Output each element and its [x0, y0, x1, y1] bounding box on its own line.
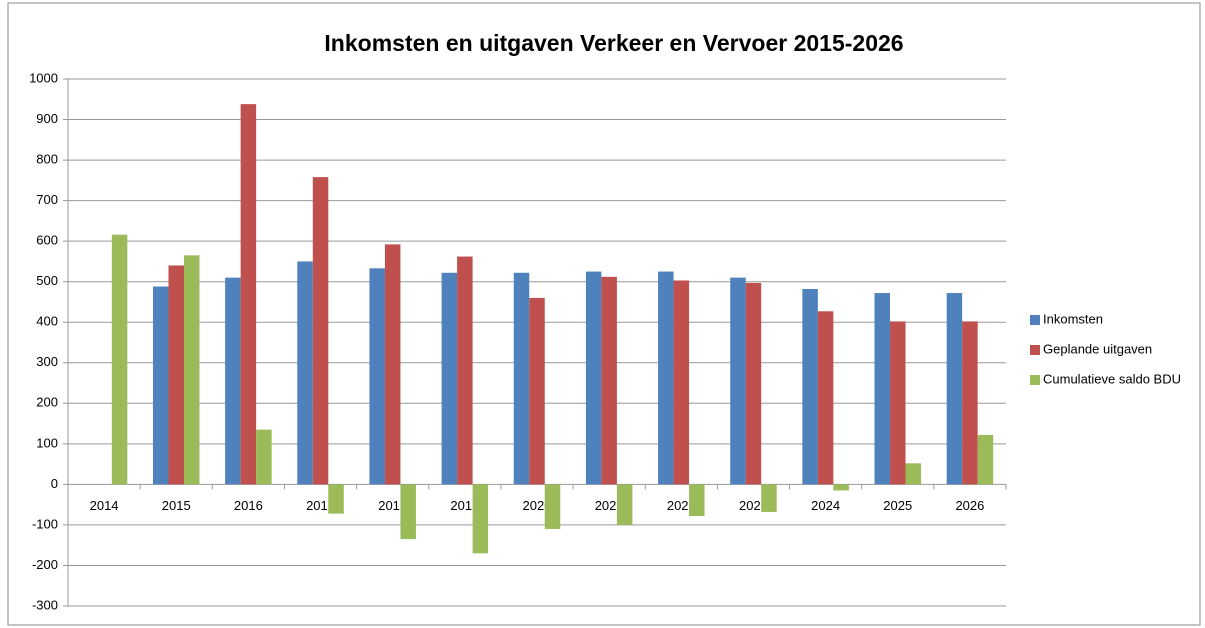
x-tick-label: 2025 [883, 498, 912, 513]
bar [472, 484, 489, 554]
y-tick-label: 800 [36, 152, 58, 167]
bar [817, 311, 834, 485]
x-tick-label: 2016 [234, 498, 263, 513]
bar [152, 286, 169, 485]
bar [457, 256, 473, 485]
legend-label: Geplande uitgaven [1043, 341, 1152, 356]
bar [183, 255, 200, 485]
bar [761, 484, 777, 512]
bar [962, 321, 978, 485]
bar [400, 484, 416, 540]
bar [658, 271, 674, 485]
y-tick-label: 100 [36, 435, 58, 450]
y-tick-label: -100 [32, 516, 58, 531]
y-tick-label: 600 [36, 233, 58, 248]
y-tick-label: 900 [36, 111, 58, 126]
legend-label: Cumulatieve saldo BDU [1043, 371, 1181, 386]
y-tick-label: 500 [36, 273, 58, 288]
x-tick-label: 2019 [450, 498, 479, 513]
bar [529, 297, 545, 485]
bar [513, 272, 530, 485]
bar [874, 293, 891, 485]
bar [225, 277, 241, 485]
y-tick-label: 0 [51, 476, 58, 491]
x-tick-label: 2014 [90, 498, 119, 513]
bar [256, 429, 272, 485]
bar [240, 104, 257, 485]
y-tick-label: 300 [36, 354, 58, 369]
x-tick-label: 2024 [811, 498, 840, 513]
y-tick-label: 1000 [29, 70, 58, 85]
x-tick-label: 2017 [306, 498, 335, 513]
bar [328, 484, 344, 514]
bar [168, 265, 184, 485]
legend-swatch [1030, 315, 1040, 325]
bar [297, 261, 313, 485]
bar [369, 268, 385, 485]
bar [544, 484, 561, 529]
legend-swatch [1030, 345, 1040, 355]
y-tick-label: -300 [32, 597, 58, 612]
bar [946, 293, 963, 485]
bar [441, 272, 458, 485]
bar [730, 277, 746, 485]
bar [111, 234, 128, 485]
bar [905, 463, 922, 485]
bar [745, 282, 762, 485]
bar [802, 288, 818, 485]
x-tick-label: 2022 [667, 498, 696, 513]
bar [585, 271, 602, 485]
x-tick-label: 2026 [955, 498, 984, 513]
bar [977, 434, 994, 485]
y-tick-label: 200 [36, 395, 58, 410]
bar [833, 484, 849, 491]
bar [689, 484, 705, 517]
x-tick-label: 2023 [739, 498, 768, 513]
x-tick-label: 2021 [595, 498, 624, 513]
legend-label: Inkomsten [1043, 311, 1103, 326]
bar [616, 484, 633, 525]
y-tick-label: 700 [36, 192, 58, 207]
bar [673, 280, 690, 485]
x-tick-label: 2015 [162, 498, 191, 513]
y-tick-label: 400 [36, 314, 58, 329]
bar [890, 321, 906, 485]
bar [312, 177, 329, 485]
x-tick-label: 2020 [523, 498, 552, 513]
x-tick-label: 2018 [378, 498, 407, 513]
bar [601, 276, 617, 485]
bar [384, 244, 401, 485]
y-tick-label: -200 [32, 557, 58, 572]
chart-title: Inkomsten en uitgaven Verkeer en Vervoer… [324, 30, 903, 56]
legend-swatch [1030, 375, 1040, 385]
